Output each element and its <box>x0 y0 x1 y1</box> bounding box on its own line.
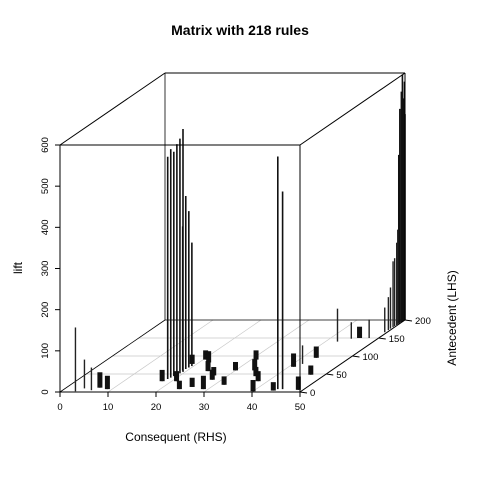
x-tick-label: 30 <box>199 402 210 413</box>
y-tick-mark <box>352 355 360 358</box>
lift-bar-base <box>252 359 258 371</box>
y-axis-label: Antecedent (LHS) <box>445 270 459 365</box>
lift-bar-base <box>291 353 297 367</box>
x-tick-label: 20 <box>151 402 162 413</box>
y-tick-label: 50 <box>336 370 347 381</box>
y-tick-label: 100 <box>363 352 379 363</box>
lift-bar-base <box>250 379 256 392</box>
x-tick-label: 50 <box>295 402 306 413</box>
x-axis-label: Consequent (RHS) <box>125 430 226 444</box>
y-tick-mark <box>299 391 308 394</box>
lift-bar-base <box>174 371 180 382</box>
z-tick-label: 600 <box>40 137 51 153</box>
y-tick-label: 200 <box>415 316 431 327</box>
lift-bar-base <box>200 375 206 390</box>
lift-bar-base <box>189 377 195 387</box>
lift-bar-base <box>209 369 215 380</box>
lift-bar-base <box>295 376 301 390</box>
z-tick-label: 100 <box>40 343 51 359</box>
box-edge <box>299 72 406 146</box>
lift-bar-base <box>270 382 276 391</box>
z-tick-label: 0 <box>40 389 51 394</box>
lift-bar-base <box>206 351 212 363</box>
lift-bar-base <box>313 346 319 358</box>
lift-bar-base <box>97 372 103 388</box>
z-tick-label: 300 <box>40 261 51 277</box>
z-tick-label: 400 <box>40 219 51 235</box>
x-tick-label: 0 <box>57 402 62 413</box>
box-edge <box>59 72 166 146</box>
x-tick-label: 40 <box>247 402 258 413</box>
y-tick-mark <box>326 373 334 376</box>
z-tick-label: 200 <box>40 302 51 318</box>
lift-bar-base <box>159 369 165 382</box>
lift-bar-base <box>308 365 314 375</box>
lift-bar-base <box>203 350 209 360</box>
box-edge <box>59 319 166 393</box>
lift-bar-base <box>253 350 259 360</box>
z-tick-label: 500 <box>40 178 51 194</box>
chart-title: Matrix with 218 rules <box>171 22 309 38</box>
lift-bar-base <box>205 361 211 372</box>
lift-bar-base <box>357 326 363 338</box>
lift-bar-base <box>233 361 238 371</box>
y-tick-label: 150 <box>389 334 405 345</box>
lift-bar-base <box>255 371 261 382</box>
z-axis-label: lift <box>11 261 25 274</box>
x-tick-label: 10 <box>103 402 114 413</box>
lift-bar-base <box>176 380 182 390</box>
y-tick-label: 0 <box>310 388 315 399</box>
y-tick-mark <box>378 337 386 340</box>
lift-bar-base <box>104 375 110 390</box>
y-tick-mark <box>404 319 413 322</box>
lift-bar-base <box>221 376 227 385</box>
